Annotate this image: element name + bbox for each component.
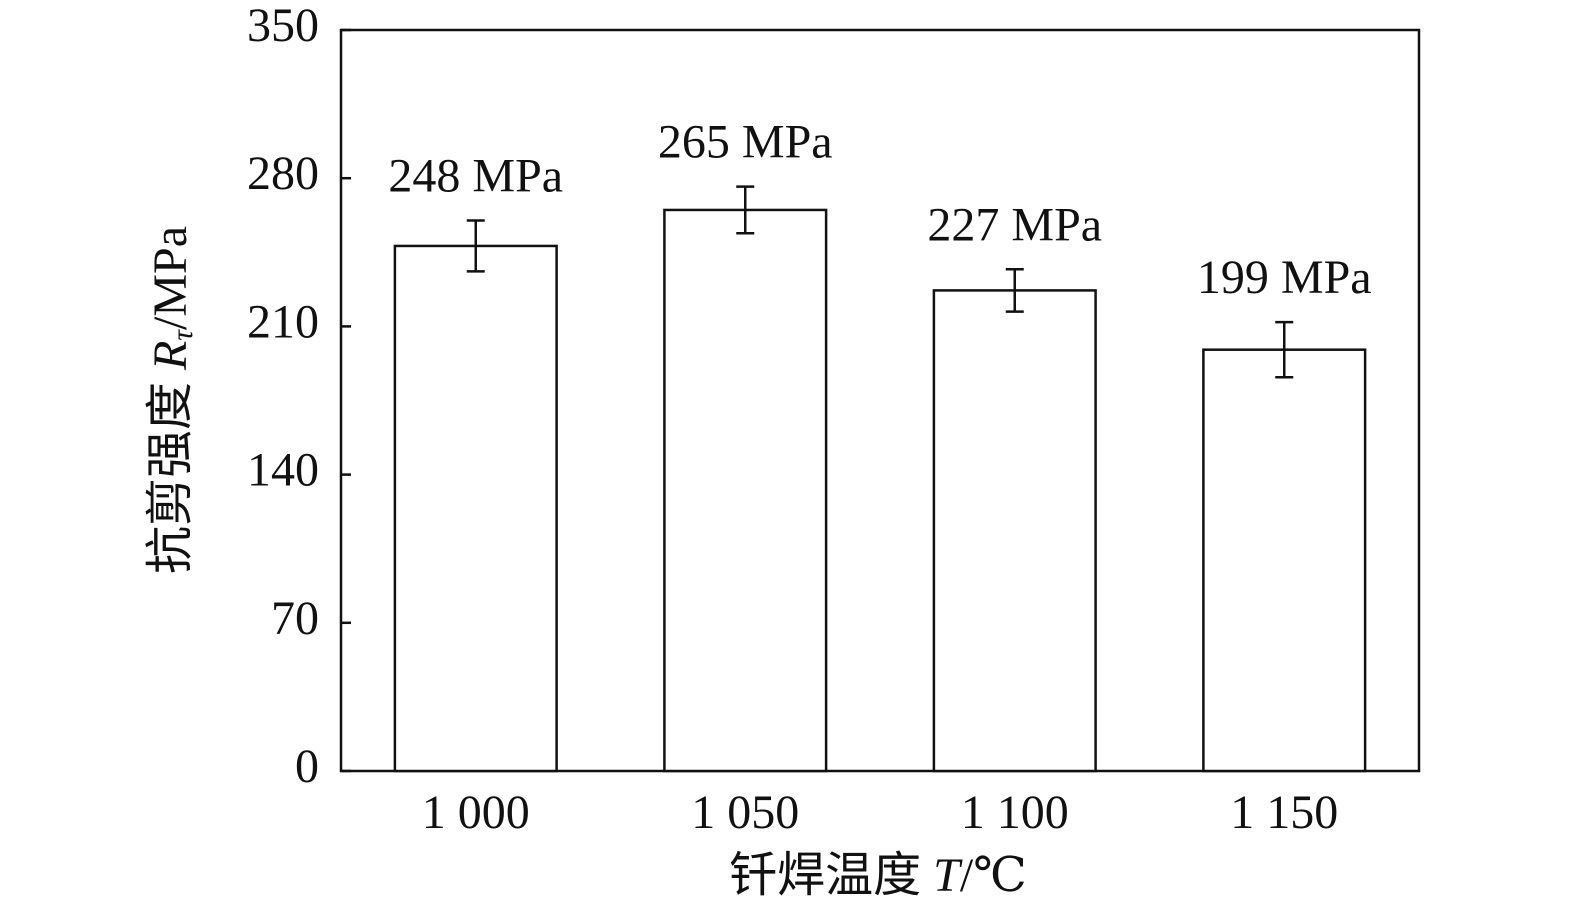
value-label: 265 MPa xyxy=(658,116,833,169)
value-label: 227 MPa xyxy=(927,198,1102,251)
x-tick-label: 1 100 xyxy=(961,786,1069,839)
bar xyxy=(393,244,558,773)
y-tick-label: 140 xyxy=(247,444,319,497)
bar xyxy=(1202,348,1367,773)
x-label-part: /℃ xyxy=(960,849,1027,902)
y-label-part: 抗剪强度 xyxy=(144,370,197,574)
x-tick-label: 1 050 xyxy=(691,786,799,839)
bar xyxy=(932,289,1097,773)
error-bar xyxy=(1275,320,1294,379)
x-label-part: 钎焊温度 xyxy=(729,849,933,902)
y-label-part: /MPa xyxy=(144,226,197,330)
error-bar xyxy=(466,219,485,273)
value-label: 248 MPa xyxy=(388,150,563,203)
plot-frame xyxy=(339,28,1421,773)
y-axis-label: 抗剪强度 Rτ/MPa xyxy=(144,226,199,574)
error-bar xyxy=(1005,267,1024,313)
x-tick-label: 1 000 xyxy=(422,786,530,839)
x-tick-label: 1 150 xyxy=(1230,786,1338,839)
error-bar xyxy=(736,185,755,235)
y-tick-label: 350 xyxy=(247,0,319,52)
x-label-part: T xyxy=(933,849,963,902)
bar xyxy=(663,208,828,773)
value-label: 199 MPa xyxy=(1197,251,1372,304)
x-axis-label: 钎焊温度 T/℃ xyxy=(729,849,1027,902)
y-tick-label: 210 xyxy=(247,295,319,348)
y-label-part: τ xyxy=(166,329,199,341)
y-tick-label: 280 xyxy=(247,147,319,200)
y-tick-label: 0 xyxy=(295,740,319,793)
y-tick-label: 70 xyxy=(271,592,319,645)
y-label-part: R xyxy=(144,341,197,371)
